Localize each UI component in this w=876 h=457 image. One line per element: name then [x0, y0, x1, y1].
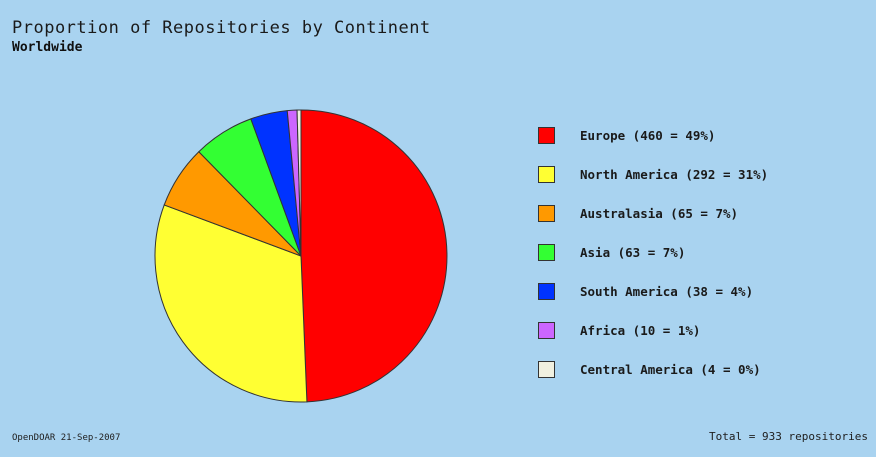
legend-swatch [538, 361, 555, 378]
footer-total: Total = 933 repositories [709, 430, 868, 443]
legend-label: South America (38 = 4%) [580, 284, 754, 299]
legend-label: Australasia (65 = 7%) [580, 206, 739, 221]
legend-label: Central America (4 = 0%) [580, 362, 761, 377]
footer-source: OpenDOAR 21-Sep-2007 [12, 433, 121, 443]
legend-label: Africa (10 = 1%) [580, 323, 701, 338]
pie-slice-0 [300, 109, 448, 403]
legend-label: Europe (460 = 49%) [580, 128, 716, 143]
pie-chart [154, 109, 448, 403]
pie-slice-1 [154, 204, 308, 403]
chart-subtitle: Worldwide [12, 40, 83, 55]
legend-swatch [538, 322, 555, 339]
legend-swatch [538, 244, 555, 261]
chart-title: Proportion of Repositories by Continent [12, 18, 431, 38]
legend-label: North America (292 = 31%) [580, 167, 769, 182]
legend-label: Asia (63 = 7%) [580, 245, 686, 260]
legend-swatch [538, 127, 555, 144]
legend-swatch [538, 205, 555, 222]
pie-slice-6 [296, 109, 302, 257]
legend-swatch [538, 283, 555, 300]
legend-swatch [538, 166, 555, 183]
